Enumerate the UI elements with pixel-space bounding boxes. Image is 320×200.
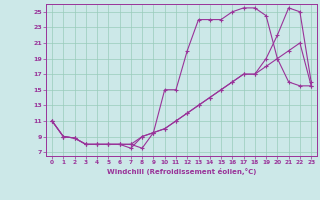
X-axis label: Windchill (Refroidissement éolien,°C): Windchill (Refroidissement éolien,°C) [107, 168, 256, 175]
